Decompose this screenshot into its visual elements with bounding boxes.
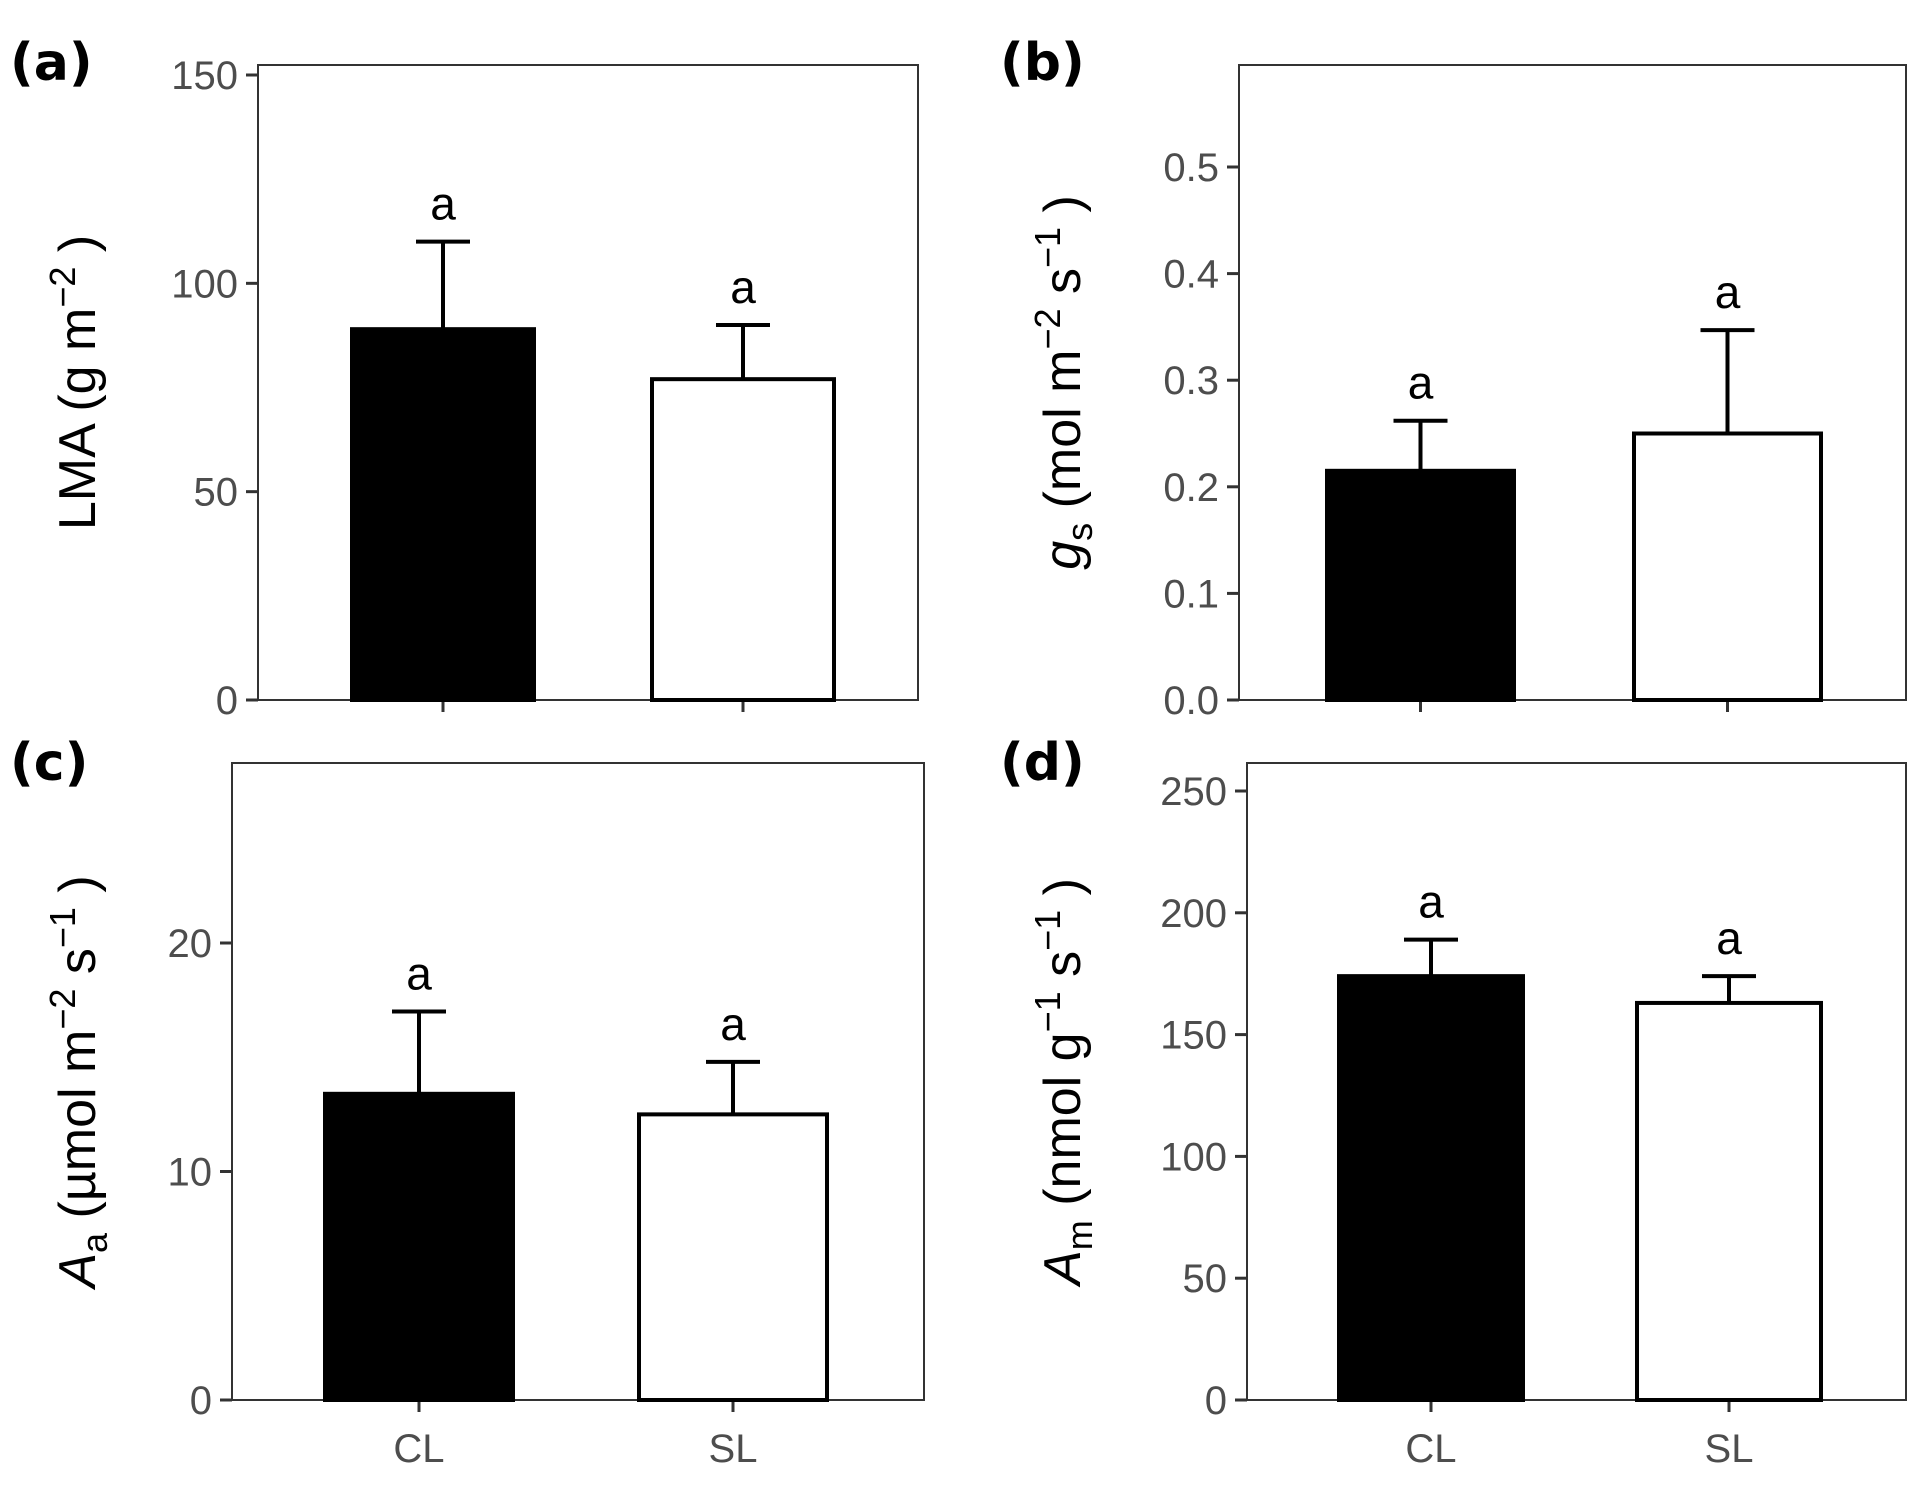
y-axis-title: Aa (µmol m−2 s−1 ) (42, 875, 115, 1290)
significance-letter: a (406, 948, 432, 1000)
y-tick-label: 150 (171, 54, 238, 98)
plot-frame (231, 762, 925, 1401)
bar-CL (1337, 974, 1525, 1402)
y-tick-label: 0.0 (1163, 679, 1219, 723)
significance-letter: a (720, 998, 746, 1050)
y-tick-label: 200 (1160, 892, 1227, 936)
significance-letter: a (1408, 357, 1434, 409)
panel-tag: (a) (10, 33, 93, 93)
y-tick-label: 150 (1160, 1014, 1227, 1058)
y-tick-label: 0 (216, 679, 238, 723)
y-tick-label: 20 (168, 922, 213, 966)
panel-d: (d) 0 50 100 150 200 250 CL SL a a Am (nmol g−1 s−1… (1000, 733, 1907, 1471)
y-tick-label: 0.3 (1163, 359, 1219, 403)
plot-frame (1238, 64, 1907, 701)
significance-letter: a (1716, 912, 1742, 964)
bar-SL (650, 377, 836, 702)
y-tick-label: 0.1 (1163, 572, 1219, 616)
plot-frame (257, 64, 919, 701)
panel-tag: (d) (1000, 733, 1085, 793)
panel-c: (c) 0 10 20 CL SL a a Aa (µmol m−2 s−1 ) (10, 733, 925, 1471)
bar-SL (1632, 431, 1823, 702)
x-tick-label: SL (1705, 1427, 1754, 1471)
y-tick-label: 0.2 (1163, 466, 1219, 510)
panel-a: (a) 0 50 100 150 a a LMA (g m−2 ) (10, 33, 919, 723)
y-tick-label: 50 (194, 471, 239, 515)
y-tick-label: 100 (1160, 1135, 1227, 1179)
y-tick-label: 250 (1160, 770, 1227, 814)
x-tick-label: CL (1405, 1427, 1456, 1471)
y-tick-label: 100 (171, 262, 238, 306)
y-tick-label: 0 (1205, 1379, 1227, 1423)
y-tick-label: 50 (1183, 1257, 1228, 1301)
x-tick-label: SL (709, 1427, 758, 1471)
significance-letter: a (1715, 266, 1741, 318)
plot-frame (1246, 762, 1907, 1401)
x-tick-label: CL (393, 1427, 444, 1471)
y-tick-label: 0 (190, 1379, 212, 1423)
significance-letter: a (1418, 876, 1444, 928)
y-tick-label: 0.5 (1163, 146, 1219, 190)
panel-tag: (c) (10, 733, 88, 793)
y-axis-title: LMA (g m−2 ) (42, 235, 107, 530)
panel-b: (b) 0.0 0.1 0.2 0.3 0.4 0.5 a a gs (mol m−2 s−1 ) (1000, 33, 1907, 723)
bar-CL (350, 327, 536, 702)
y-tick-label: 10 (168, 1151, 213, 1195)
bar-SL (637, 1112, 829, 1402)
bar-CL (1325, 468, 1516, 702)
bar-SL (1635, 1000, 1823, 1402)
y-axis-title: Am (nmol g−1 s−1 ) (1027, 878, 1100, 1288)
significance-letter: a (730, 261, 756, 313)
panel-tag: (b) (1000, 33, 1085, 93)
y-axis-title: gs (mol m−2 s−1 ) (1027, 195, 1100, 570)
y-tick-label: 0.4 (1163, 253, 1219, 297)
significance-letter: a (430, 178, 456, 230)
bar-CL (323, 1091, 515, 1403)
